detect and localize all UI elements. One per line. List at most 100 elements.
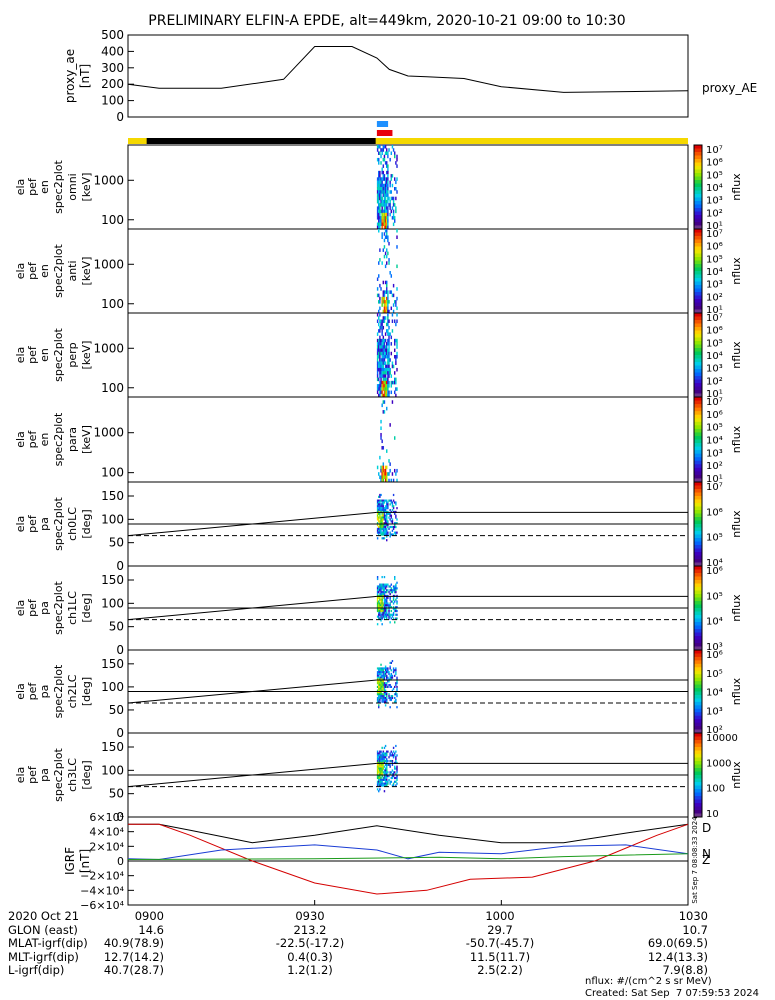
spectrogram-cell	[386, 529, 388, 532]
spectrogram-cell	[383, 615, 386, 618]
spectrogram-cell	[386, 170, 388, 175]
spectrogram-cell	[384, 203, 387, 207]
spectrogram-cell	[386, 296, 388, 301]
spectrogram-cell	[376, 522, 379, 525]
spectrogram-cell	[376, 371, 379, 375]
spectrogram-cell	[388, 608, 390, 611]
spectrogram-cell	[379, 516, 381, 519]
spectrogram-cell	[382, 585, 385, 588]
spectrogram-cell	[381, 503, 383, 506]
spectrogram-cell	[394, 524, 396, 527]
spectrogram-cell	[379, 387, 381, 391]
spectrogram-cell	[384, 229, 387, 233]
spectrogram-cell	[386, 472, 388, 476]
pitch-tick-label: 150	[101, 657, 124, 671]
colorbar-tick-label: 10¹	[706, 389, 723, 400]
colorbar-cell	[694, 176, 702, 181]
spectrogram-cell	[381, 763, 383, 766]
spectrogram-cell	[380, 342, 382, 346]
spectrogram-cell	[379, 583, 381, 586]
spectrogram-cell	[382, 380, 385, 385]
spectrogram-cell	[379, 390, 381, 395]
spectrogram-cell	[394, 300, 396, 304]
spectrogram-cell	[388, 680, 390, 683]
spectrogram-cell	[391, 313, 394, 317]
spectrogram-cell	[378, 170, 380, 175]
spectrogram-cell	[386, 674, 388, 677]
spectrogram-cell	[379, 685, 381, 688]
spectrogram-cell	[389, 514, 391, 517]
spectrogram-cell	[382, 696, 385, 700]
colorbar-cell	[694, 281, 702, 286]
spectrogram-cell	[378, 591, 380, 594]
spectrogram-cell	[382, 293, 385, 298]
colorbar-cell	[694, 569, 702, 574]
colorbar-cell	[694, 719, 702, 724]
spectrogram-cell	[380, 672, 382, 676]
colorbar-cell	[694, 457, 702, 462]
colorbar-label: nflux	[730, 341, 743, 369]
energy-ylabel: omni	[66, 173, 79, 200]
spectrogram-cell	[381, 348, 383, 353]
spectrogram-cell	[381, 771, 383, 774]
colorbar-cell	[694, 428, 702, 433]
spectrogram-cell	[392, 782, 395, 785]
spectrogram-cell	[389, 665, 391, 668]
spectrogram-cell	[381, 520, 383, 523]
spectrogram-cell	[395, 700, 397, 703]
colorbar-tick-label: 10³	[706, 364, 723, 375]
energy-ylabel: spec2plot	[52, 244, 65, 298]
spectrogram-cell	[379, 493, 381, 497]
spectrogram-data-7	[376, 744, 398, 793]
spectrogram-cell	[395, 300, 397, 304]
spectrogram-cell	[390, 609, 393, 613]
pitch-ylabel: pef	[26, 514, 39, 533]
spectrogram-cell	[394, 609, 396, 613]
colorbar-cell	[694, 506, 702, 511]
spectrogram-cell	[380, 287, 382, 291]
colorbar-cell	[694, 194, 702, 198]
spectrogram-cell	[391, 613, 394, 616]
spectrogram-cell	[389, 525, 391, 529]
spectrogram-cell	[380, 684, 382, 687]
energy-ylabel: spec2plot	[52, 412, 65, 466]
colorbar-tick-label: 10⁴	[706, 617, 723, 628]
spectrogram-cell	[378, 151, 380, 155]
spectrogram-cell	[379, 689, 381, 692]
spectrogram-cell	[378, 329, 380, 333]
spectrogram-cell	[383, 145, 386, 149]
spectrogram-cell	[378, 495, 380, 498]
spectrogram-cell	[376, 763, 379, 766]
colorbar-cell	[694, 587, 702, 591]
spectrogram-cell	[380, 371, 382, 375]
spectrogram-cell	[383, 529, 386, 532]
colorbar-cell	[694, 309, 702, 314]
colorbar-cell	[694, 421, 702, 426]
spectrogram-cell	[395, 608, 397, 611]
spectrogram-cell	[380, 516, 382, 519]
spectrogram-cell	[392, 196, 395, 201]
spectrogram-cell	[376, 537, 379, 540]
colorbar-cell	[694, 432, 702, 437]
spectrogram-cell	[395, 303, 397, 307]
spectrogram-cell	[376, 604, 379, 607]
spectrogram-cell	[396, 345, 398, 349]
spectrogram-cell	[378, 780, 380, 783]
spectrogram-cell	[389, 212, 391, 217]
spectrogram-cell	[383, 596, 386, 599]
spectrogram-cell	[382, 475, 385, 480]
spectrogram-cell	[383, 387, 386, 391]
spectrogram-cell	[390, 587, 393, 590]
spectrogram-cell	[382, 319, 385, 323]
colorbar-cell	[694, 450, 702, 455]
spectrogram-cell	[380, 478, 382, 483]
spectrogram-cell	[380, 754, 382, 757]
spectrogram-cell	[382, 377, 385, 382]
colorbar-cell	[694, 162, 702, 167]
colorbar-cell	[694, 341, 702, 345]
colorbar-cell	[694, 677, 702, 682]
spectrogram-cell	[387, 332, 389, 336]
spectrogram-cell	[386, 759, 388, 763]
spectrogram-cell	[395, 338, 397, 343]
